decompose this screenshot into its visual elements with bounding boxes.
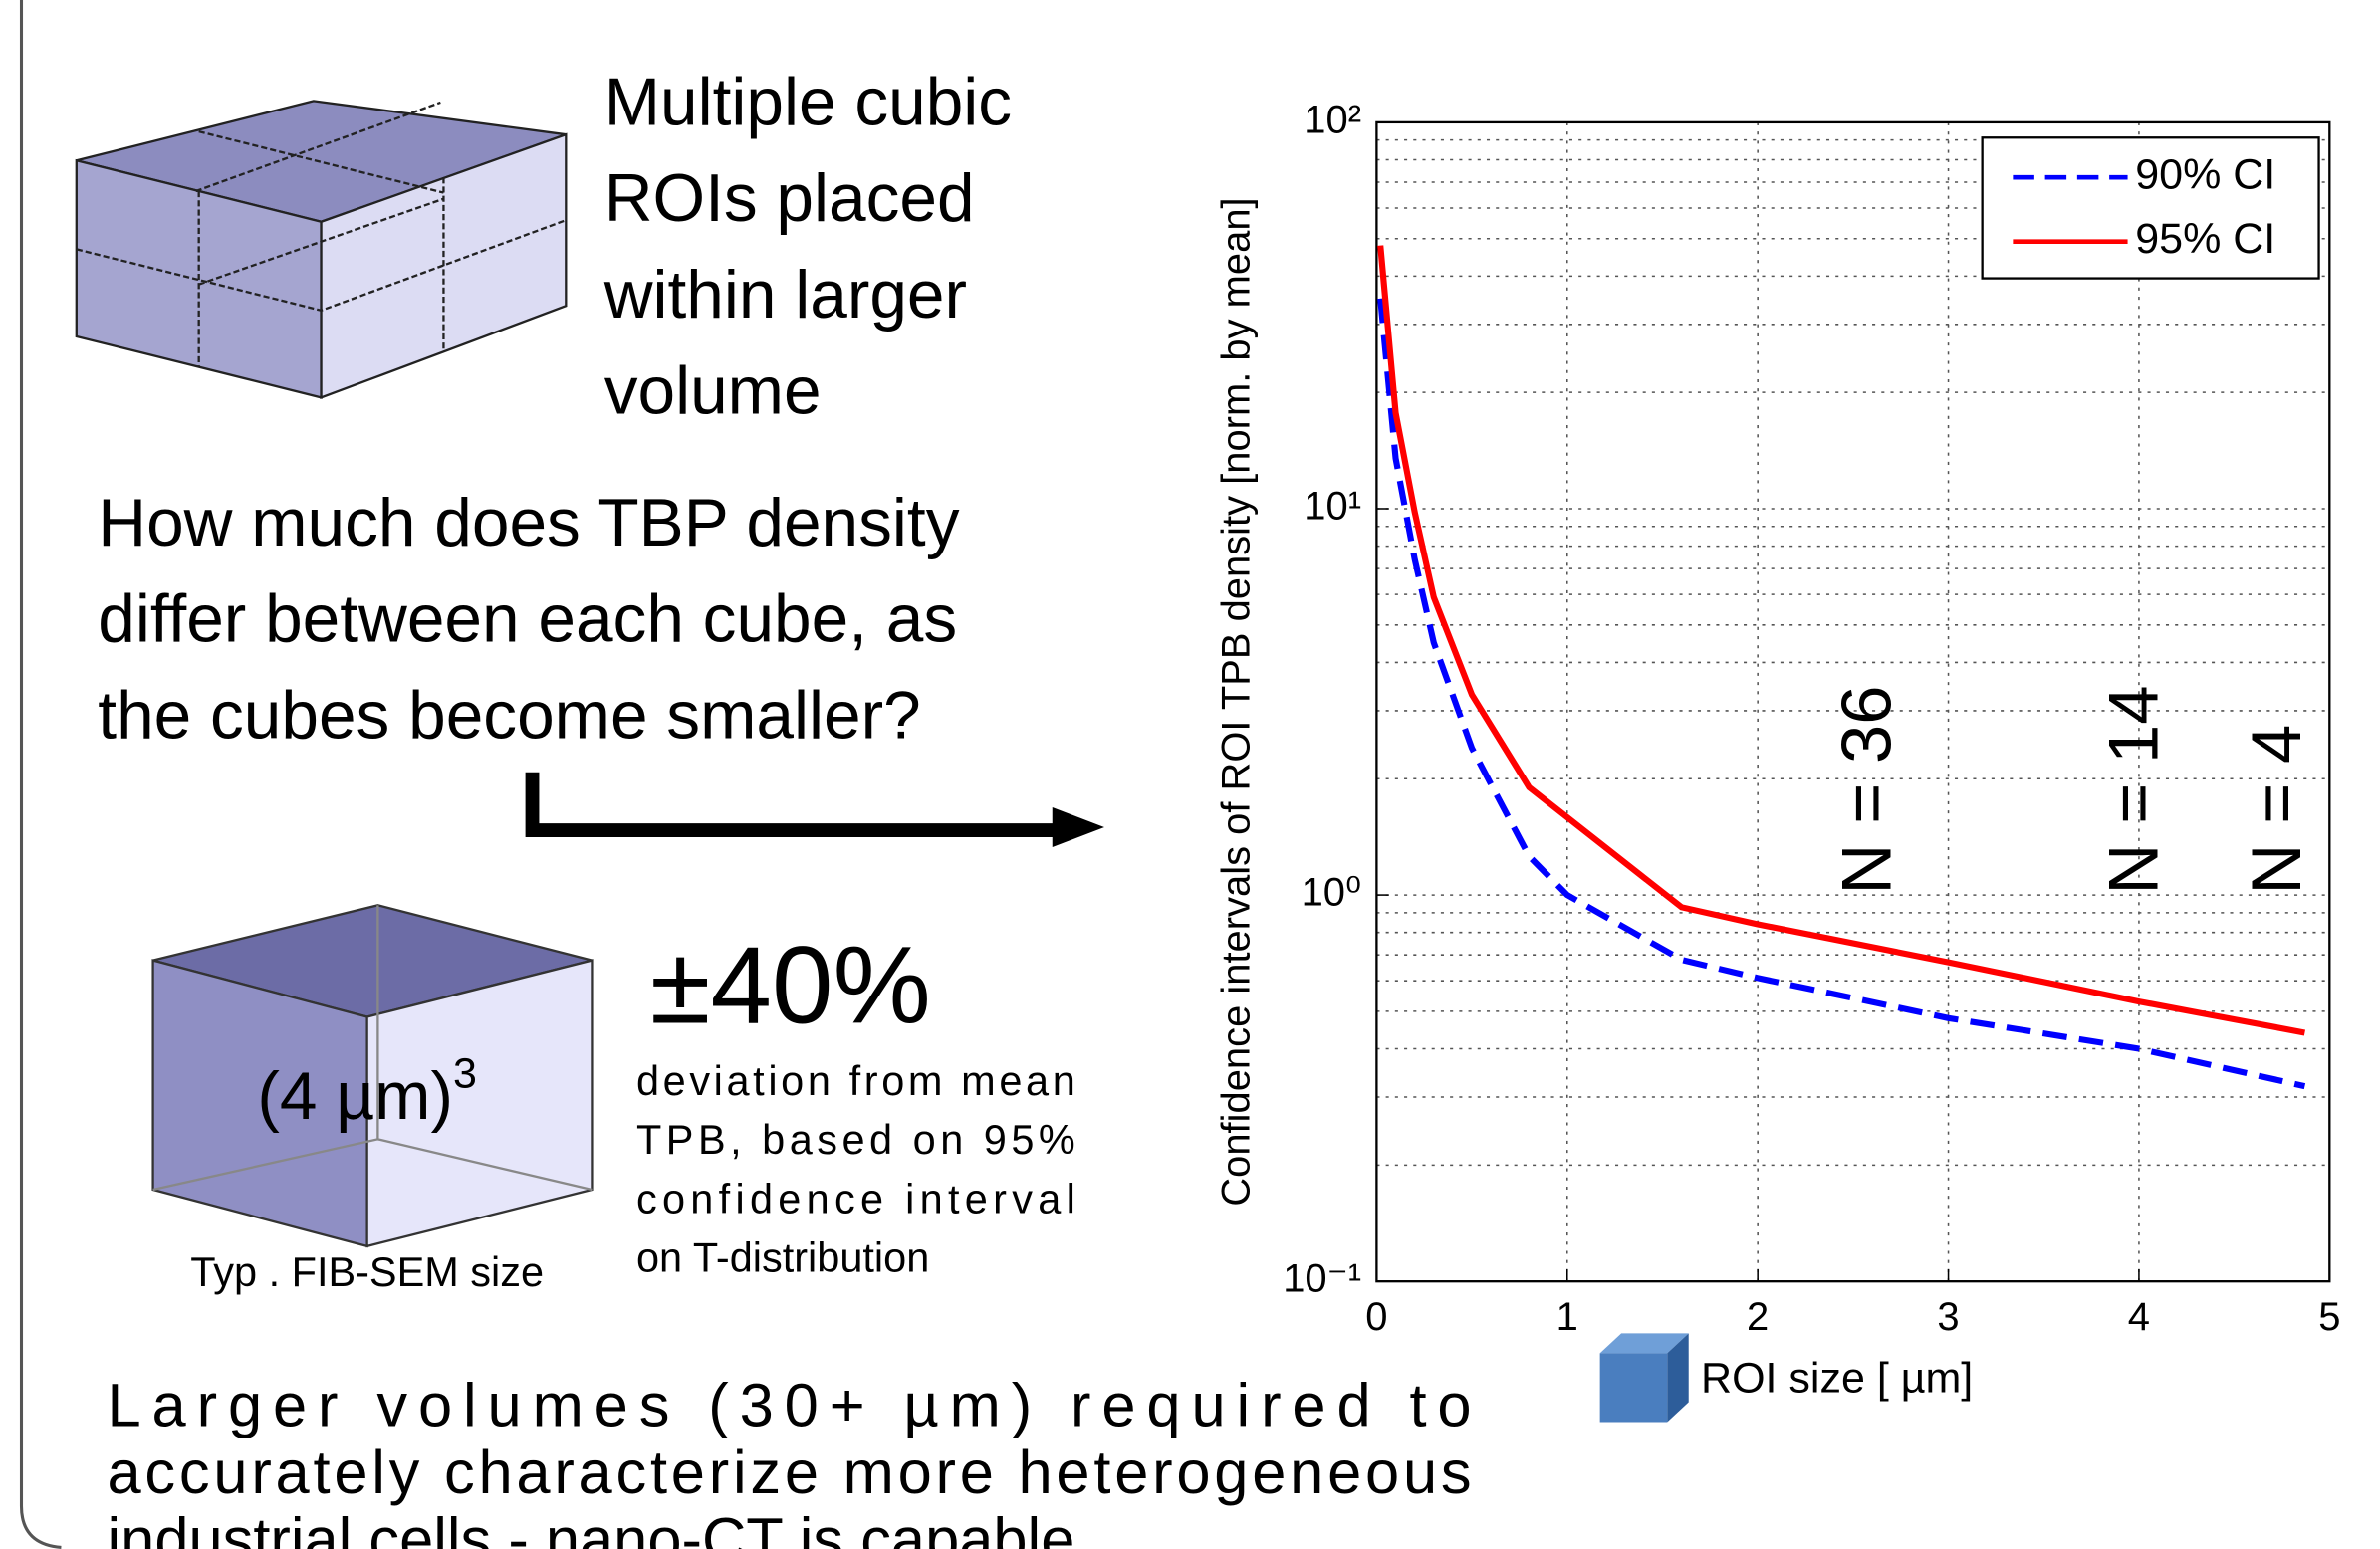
deviation-note: deviation from mean [636, 1057, 1075, 1104]
intro-text: volume [604, 354, 822, 429]
deviation-note: on T-distribution [636, 1233, 929, 1280]
cube-illustration [151, 904, 594, 1248]
y-tick-label: 10⁻¹ [1283, 1257, 1361, 1301]
cube-caption: Typ . FIB-SEM size [190, 1248, 544, 1295]
x-tick-label: 3 [1937, 1295, 1959, 1339]
question-text: How much does TBP density [98, 486, 959, 560]
annotation: N = 36 [1827, 685, 1906, 894]
y-tick-label: 10¹ [1304, 485, 1361, 529]
cube-label: (4 µm)3 [257, 1050, 477, 1134]
deviation-note: TPB, based on 95% [636, 1116, 1075, 1163]
cube-label-exponent: 3 [453, 1050, 477, 1098]
x-tick-label: 4 [2128, 1295, 2150, 1339]
question-text: differ between each cube, as [98, 582, 957, 657]
question-text: the cubes become smaller? [98, 678, 920, 753]
intro-text: ROIs placed [604, 161, 975, 236]
conclusion-text: industrial cells - nano-CT is capable [108, 1506, 1075, 1549]
legend-label: 95% CI [2135, 215, 2275, 263]
legend-box [1981, 136, 2320, 280]
deviation: ±40% [650, 925, 931, 1047]
y-tick-label: 10⁰ [1302, 871, 1361, 915]
roi-icon [1599, 1333, 1689, 1423]
series-line [1377, 298, 2306, 1090]
x-tick-label: 0 [1365, 1295, 1387, 1339]
x-tick-label: 2 [1747, 1295, 1769, 1339]
x-axis-label: ROI size [ µm] [1701, 1354, 1973, 1402]
y-tick-label: 10² [1304, 98, 1361, 141]
y-axis-label: Confidence intervals of ROI TPB density … [1215, 197, 1259, 1206]
series-line [1377, 245, 2305, 1036]
arrow [525, 772, 1056, 837]
cube-label-base: (4 µm) [257, 1059, 453, 1134]
x-tick-label: 5 [2318, 1295, 2340, 1339]
conclusion-text: accurately characterize more heterogeneo… [108, 1438, 1472, 1507]
slide-border [19, 0, 62, 1549]
intro-text: within larger [603, 258, 967, 332]
annotation: N = 4 [2237, 725, 2315, 895]
conclusion-text: Larger volumes (30+ µm) required to [108, 1371, 1472, 1439]
plot-frame [1375, 120, 2331, 1283]
intro-text: Multiple cubic [604, 65, 1012, 139]
legend-label: 90% CI [2135, 151, 2275, 199]
roi-grid-illustration [75, 100, 568, 400]
deviation-note: confidence interval [636, 1175, 1075, 1221]
annotation: N = 14 [2094, 685, 2173, 894]
arrow-head [1052, 807, 1104, 847]
x-tick-label: 1 [1556, 1295, 1578, 1339]
